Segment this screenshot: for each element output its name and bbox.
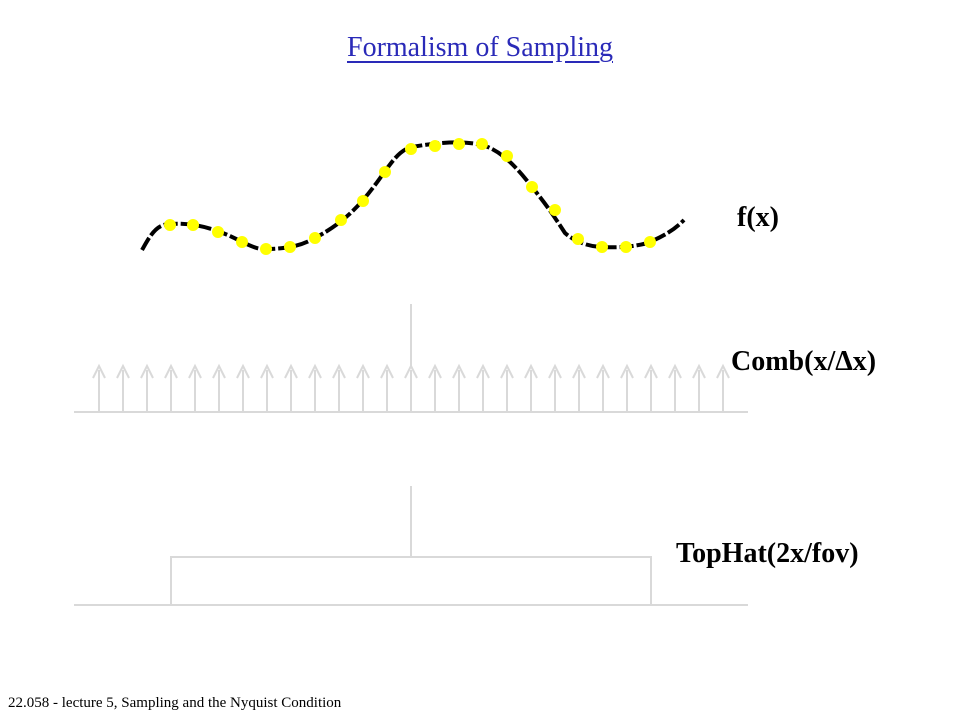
tophat-curve xyxy=(74,556,748,606)
sample-point xyxy=(187,219,199,231)
comb-tooth xyxy=(644,363,658,412)
comb-tooth xyxy=(260,363,274,412)
sample-point xyxy=(357,195,369,207)
sample-point xyxy=(309,232,321,244)
comb-tooth xyxy=(308,363,322,412)
sample-point xyxy=(212,226,224,238)
comb-tooth xyxy=(596,363,610,412)
sample-point xyxy=(284,241,296,253)
comb-tooth xyxy=(524,363,538,412)
comb-tooth xyxy=(428,363,442,412)
tophat-label: TopHat(2x/fov) xyxy=(676,538,859,569)
comb-tooth xyxy=(548,363,562,412)
comb-tooth xyxy=(332,363,346,412)
comb-tooth xyxy=(452,363,466,412)
sample-point xyxy=(453,138,465,150)
comb-tooth xyxy=(164,363,178,412)
comb-tooth xyxy=(236,363,250,412)
comb-tooth xyxy=(188,363,202,412)
sample-point xyxy=(572,233,584,245)
tophat-function xyxy=(74,486,748,606)
sample-point xyxy=(260,243,272,255)
comb-tooth xyxy=(212,363,226,412)
comb-tooth xyxy=(572,363,586,412)
sample-point xyxy=(164,219,176,231)
sample-point xyxy=(501,150,513,162)
comb-tooth xyxy=(140,363,154,412)
comb-tooth xyxy=(500,363,514,412)
sample-point xyxy=(429,140,441,152)
sample-point xyxy=(405,143,417,155)
comb-tooth xyxy=(668,363,682,412)
sample-point xyxy=(549,204,561,216)
comb-tooth xyxy=(692,363,706,412)
comb-tooth xyxy=(404,363,418,412)
sample-points xyxy=(164,138,656,255)
sample-point xyxy=(476,138,488,150)
slide-footer: 22.058 - lecture 5, Sampling and the Nyq… xyxy=(8,695,342,711)
comb-label: Comb(x/Δx) xyxy=(731,346,877,377)
comb-tooth xyxy=(116,363,130,412)
sample-point xyxy=(596,241,608,253)
comb-tooth xyxy=(620,363,634,412)
sample-point xyxy=(335,214,347,226)
comb-tooth xyxy=(92,363,106,412)
comb-function xyxy=(74,304,748,413)
comb-tooth xyxy=(716,363,730,412)
comb-tooth xyxy=(380,363,394,412)
sample-point xyxy=(620,241,632,253)
sample-point xyxy=(526,181,538,193)
function-label: f(x) xyxy=(737,202,779,233)
sample-point xyxy=(644,236,656,248)
sample-point xyxy=(379,166,391,178)
slide-title: Formalism of Sampling xyxy=(347,32,613,63)
sample-point xyxy=(236,236,248,248)
comb-tooth xyxy=(356,363,370,412)
comb-teeth xyxy=(92,363,730,412)
comb-tooth xyxy=(476,363,490,412)
comb-tooth xyxy=(284,363,298,412)
